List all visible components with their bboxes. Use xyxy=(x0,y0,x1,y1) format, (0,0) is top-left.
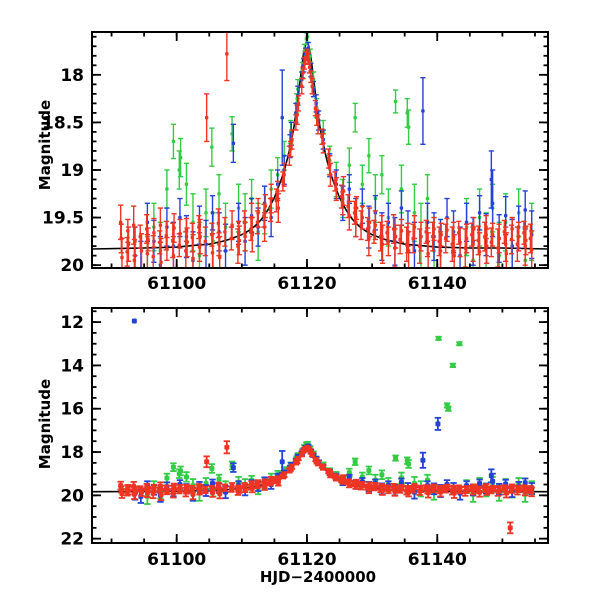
y-tick-label: 14 xyxy=(60,356,84,376)
y-tick-label: 20 xyxy=(60,256,84,276)
x-tick-label: 61120 xyxy=(277,550,336,570)
y-axis-title-upper: Magnitude xyxy=(36,99,54,191)
tick-labels: 61100 61120 61140 18 18.5 19 19.5 20 xyxy=(42,66,467,294)
upper-zoom-panel: 61100 61120 61140 18 18.5 19 19.5 20 xyxy=(42,31,549,294)
y-tick-label: 18.5 xyxy=(42,113,84,133)
x-tick-label: 61100 xyxy=(147,274,206,294)
plot-area xyxy=(92,318,548,535)
x-tick-label: 61140 xyxy=(408,274,467,294)
lower-full-panel: 61100 61120 61140 12 14 16 18 20 22 xyxy=(60,307,549,570)
axis-ticks xyxy=(92,32,548,268)
y-tick-label: 12 xyxy=(60,313,84,333)
y-axis-title-lower: Magnitude xyxy=(36,378,54,470)
plot-area xyxy=(92,32,548,268)
panel-frame xyxy=(91,31,549,269)
y-tick-label: 16 xyxy=(60,400,84,420)
y-tick-label: 22 xyxy=(60,530,84,550)
y-tick-label: 18 xyxy=(60,443,84,463)
panel-frame xyxy=(91,307,549,544)
x-tick-label: 61100 xyxy=(147,550,206,570)
tick-labels: 61100 61120 61140 12 14 16 18 20 22 xyxy=(60,313,467,570)
x-tick-label: 61140 xyxy=(408,550,467,570)
axis-ticks xyxy=(92,308,548,543)
red-series xyxy=(118,32,535,268)
x-tick-label: 61120 xyxy=(277,274,336,294)
red-series xyxy=(117,440,535,535)
x-axis-title: HJD−2400000 xyxy=(259,568,377,586)
y-tick-label: 19.5 xyxy=(42,209,84,229)
blue-series xyxy=(132,41,535,268)
green-series xyxy=(144,32,535,268)
y-tick-label: 18 xyxy=(60,66,84,86)
y-tick-label: 19 xyxy=(60,161,84,181)
y-tick-label: 20 xyxy=(60,486,84,506)
